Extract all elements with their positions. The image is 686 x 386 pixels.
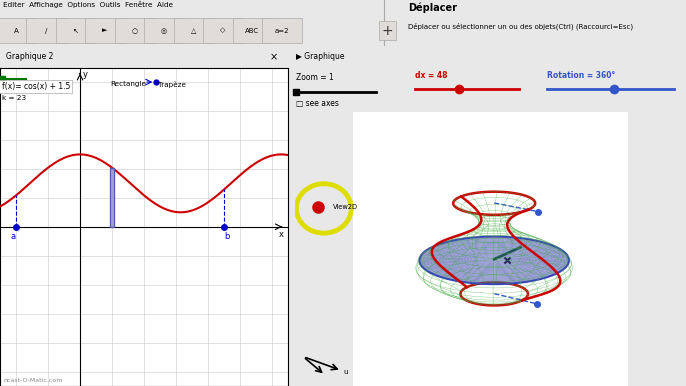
Text: ×: ×: [270, 52, 278, 62]
Text: Rotation = 360°: Rotation = 360°: [547, 71, 615, 80]
FancyBboxPatch shape: [174, 18, 213, 43]
Text: △: △: [191, 27, 196, 34]
Text: Déplacer: Déplacer: [408, 2, 457, 13]
Text: Graphique 2: Graphique 2: [5, 52, 53, 61]
Text: /: /: [45, 27, 47, 34]
Text: ncast-O-Matic.com: ncast-O-Matic.com: [3, 378, 62, 383]
Text: ↖: ↖: [73, 27, 78, 34]
Text: ABC: ABC: [246, 27, 259, 34]
Text: A: A: [14, 27, 19, 34]
Text: a=2: a=2: [274, 27, 289, 34]
Text: Rectangle: Rectangle: [110, 81, 146, 86]
Text: +: +: [382, 24, 393, 37]
Text: ◎: ◎: [161, 27, 167, 34]
Text: a: a: [11, 232, 16, 241]
FancyBboxPatch shape: [26, 18, 66, 43]
Text: b: b: [224, 232, 229, 241]
Text: ▶ Graphique: ▶ Graphique: [296, 52, 344, 61]
Text: k = 23: k = 23: [1, 95, 26, 101]
Text: View2D: View2D: [333, 204, 357, 210]
FancyBboxPatch shape: [115, 18, 154, 43]
Text: Trapèze: Trapèze: [158, 81, 187, 88]
Text: Editer  Affichage  Options  Outils  Fenêtre  Aide: Editer Affichage Options Outils Fenêtre …: [3, 2, 174, 8]
FancyBboxPatch shape: [56, 18, 95, 43]
Text: u: u: [343, 369, 348, 375]
Text: dx = 48: dx = 48: [416, 71, 448, 80]
FancyBboxPatch shape: [144, 18, 184, 43]
Text: □ see axes: □ see axes: [296, 98, 339, 108]
Text: ►: ►: [102, 27, 108, 34]
FancyBboxPatch shape: [0, 18, 36, 43]
Text: ◇: ◇: [220, 27, 226, 34]
FancyBboxPatch shape: [203, 18, 243, 43]
Text: y: y: [83, 70, 88, 79]
Text: f(x)= cos(x) + 1.5: f(x)= cos(x) + 1.5: [1, 82, 70, 91]
FancyBboxPatch shape: [85, 18, 125, 43]
Text: ○: ○: [132, 27, 137, 34]
Text: Déplacer ou sélectionner un ou des objets(Ctrl) (Raccourci=Esc): Déplacer ou sélectionner un ou des objet…: [408, 22, 633, 30]
Text: Zoom = 1: Zoom = 1: [296, 73, 334, 82]
FancyBboxPatch shape: [233, 18, 272, 43]
FancyBboxPatch shape: [262, 18, 302, 43]
Text: x: x: [279, 230, 284, 239]
